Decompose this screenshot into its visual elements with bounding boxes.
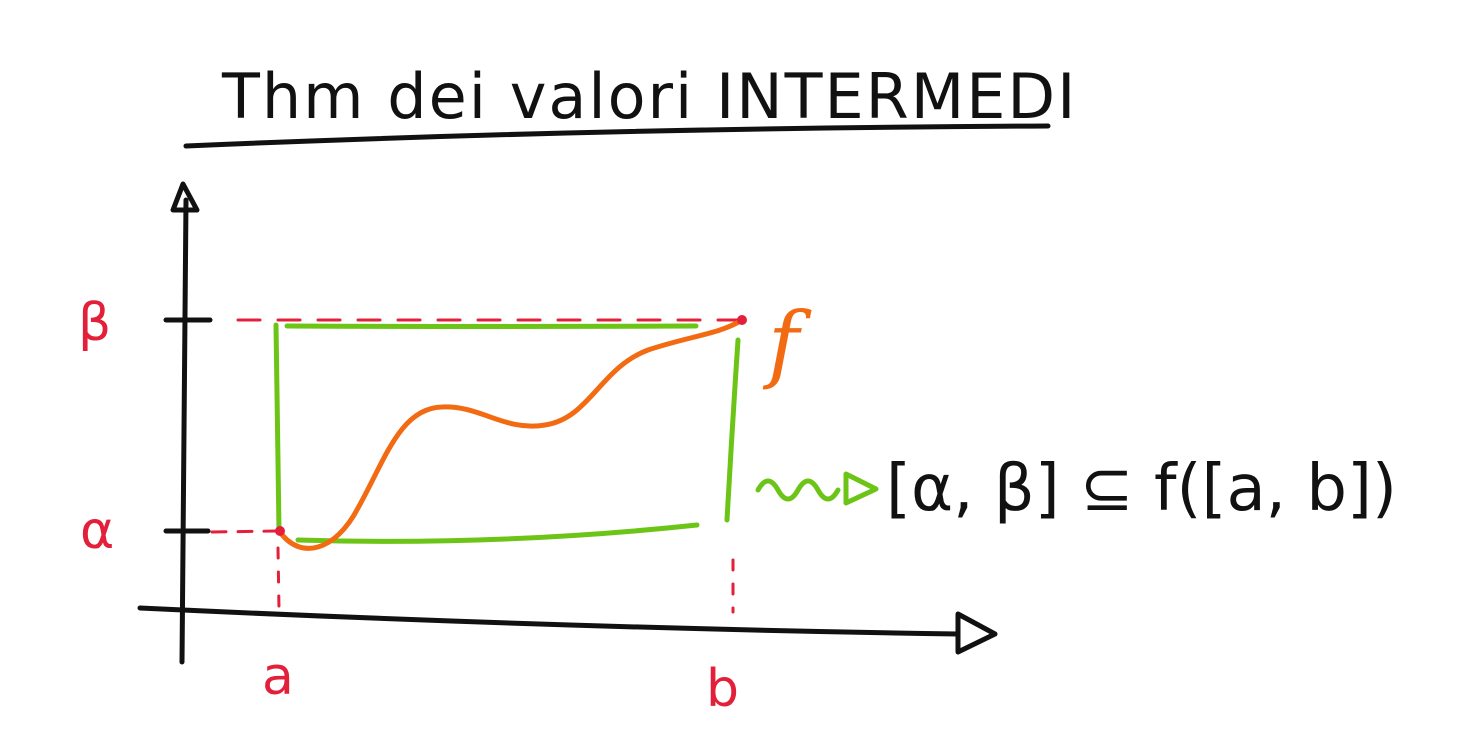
- label-beta: β: [78, 293, 111, 353]
- y-axis-arrowhead: [170, 181, 200, 213]
- label-b: b: [706, 659, 739, 719]
- diagram-title: Thm dei valori INTERMEDI: [221, 60, 1077, 133]
- label-f: f: [762, 294, 812, 392]
- green-rect-bottom: [295, 522, 700, 544]
- point-a-alpha: [275, 526, 285, 536]
- squiggle-arrowhead: [843, 471, 879, 506]
- y-axis: [179, 197, 189, 665]
- alpha-guide-dashed: [210, 529, 278, 534]
- title-underline: [183, 123, 1051, 149]
- formula: [α, β] ⊆ f([a, b]): [886, 452, 1397, 526]
- green-rect-top: [284, 323, 699, 329]
- label-alpha: α: [80, 501, 114, 561]
- green-rect-left: [273, 322, 282, 533]
- squiggle-arrow: [755, 478, 841, 502]
- point-b-beta: [737, 315, 747, 325]
- a-guide-dashed: [276, 546, 281, 612]
- green-rect-right: [724, 337, 741, 523]
- x-axis: [137, 605, 961, 637]
- label-a: a: [262, 647, 294, 707]
- function-curve: [277, 317, 745, 551]
- x-axis-arrowhead: [955, 611, 998, 655]
